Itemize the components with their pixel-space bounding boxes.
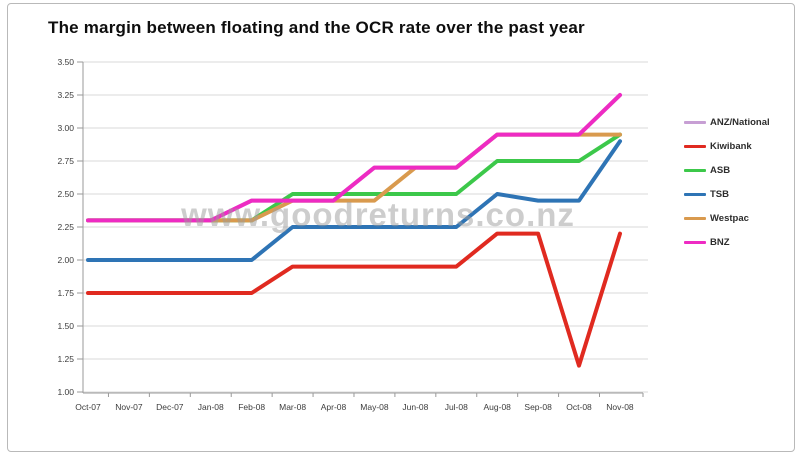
x-axis-label: Oct-07 [75, 402, 101, 412]
legend: ANZ/National Kiwibank ASB TSB Westpac BNZ [684, 110, 794, 254]
legend-item-westpac: Westpac [684, 206, 794, 230]
y-axis-label: 2.00 [57, 255, 74, 265]
y-axis-label: 1.75 [57, 288, 74, 298]
legend-item-asb: ASB [684, 158, 794, 182]
legend-item-anz-national: ANZ/National [684, 110, 794, 134]
y-axis-label: 2.25 [57, 222, 74, 232]
x-axis-label: Jul-08 [445, 402, 468, 412]
x-axis-label: Jun-08 [402, 402, 428, 412]
legend-swatch-westpac [684, 216, 706, 220]
series-line-westpac [86, 132, 622, 223]
series-line-bnz [86, 93, 622, 223]
y-axis-label: 3.25 [57, 90, 74, 100]
legend-item-kiwibank: Kiwibank [684, 134, 794, 158]
x-axis-label: Aug-08 [483, 402, 511, 412]
legend-label-asb: ASB [710, 164, 731, 176]
legend-swatch-bnz [684, 240, 706, 244]
series-line-tsb [86, 139, 622, 262]
x-axis-label: Nov-08 [606, 402, 634, 412]
legend-swatch-tsb [684, 192, 706, 196]
x-axis-label: Jan-08 [198, 402, 224, 412]
y-axis-label: 2.50 [57, 189, 74, 199]
y-axis-label: 2.75 [57, 156, 74, 166]
x-axis-label: Nov-07 [115, 402, 143, 412]
x-axis-label: May-08 [360, 402, 389, 412]
legend-label-bnz: BNZ [710, 236, 730, 248]
series-line-asb [86, 132, 622, 223]
legend-label-westpac: Westpac [710, 212, 749, 224]
x-axis-label: Mar-08 [279, 402, 306, 412]
y-axis-label: 3.00 [57, 123, 74, 133]
legend-item-bnz: BNZ [684, 230, 794, 254]
legend-item-tsb: TSB [684, 182, 794, 206]
x-axis-label: Oct-08 [566, 402, 592, 412]
y-axis-label: 1.25 [57, 354, 74, 364]
legend-label-kiwibank: Kiwibank [710, 140, 752, 152]
x-axis-label: Feb-08 [238, 402, 265, 412]
chart-title: The margin between floating and the OCR … [48, 18, 585, 37]
legend-swatch-kiwibank [684, 144, 706, 148]
legend-label-anz-national: ANZ/National [710, 116, 770, 128]
x-axis-label: Sep-08 [524, 402, 552, 412]
legend-swatch-asb [684, 168, 706, 172]
series-line-kiwibank [86, 231, 622, 368]
y-axis-label: 1.50 [57, 321, 74, 331]
y-axis-label: 3.50 [57, 57, 74, 67]
legend-label-tsb: TSB [710, 188, 729, 200]
y-axis-label: 1.00 [57, 387, 74, 397]
x-axis-label: Dec-07 [156, 402, 184, 412]
x-axis-label: Apr-08 [321, 402, 347, 412]
legend-swatch-anz-national [684, 120, 706, 124]
